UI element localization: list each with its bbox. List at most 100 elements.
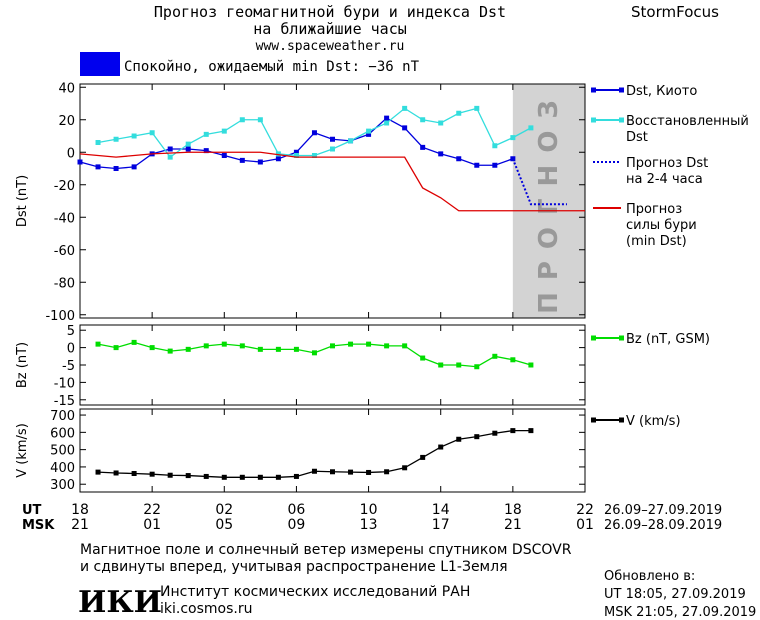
y-axis-title: V (km/s) [15,423,30,478]
point [366,131,372,137]
x-tick-label: 10 [360,502,378,518]
point [420,117,426,123]
point [167,348,173,354]
plot-frame [79,408,586,493]
point [131,133,137,139]
msk-tick-label: 01 [576,517,594,533]
y-tick-label: 0 [67,342,75,357]
y-tick-label: 0 [67,146,75,161]
x-tick-label: 22 [143,502,161,518]
y-tick-label: 500 [50,444,75,459]
msk-tick-label: 09 [288,517,306,533]
point [257,117,263,123]
legend-marker [619,87,624,93]
point [348,469,354,475]
legend-marker [619,117,624,123]
point [221,474,227,480]
shade-label: ПРОГНОЗ [533,88,563,314]
point [456,156,462,162]
point [402,343,408,349]
point [311,468,317,474]
point [185,473,191,479]
x-tick-label: 18 [71,502,89,518]
msk-tick-label: 21 [504,517,522,533]
ut-dates: 26.09–27.09.2019 [604,503,722,518]
forecast-shade [512,84,585,318]
y-tick-label: -100 [45,309,75,324]
brand: StormFocus [631,3,719,21]
legend-label: Bz (nT, GSM) [626,332,710,347]
point [330,343,335,349]
point [474,105,480,111]
title: Прогноз геомагнитной бури и индекса Dst н… [154,3,506,38]
point [113,136,119,142]
point [185,346,191,352]
point [456,436,462,442]
point [402,125,408,131]
x-tick-label: 02 [215,502,233,518]
msk-dates: 26.09–28.09.2019 [604,518,722,533]
point [474,434,480,440]
y-tick-label: -10 [54,376,75,391]
y-tick-label: 40 [58,81,75,96]
y-tick-label: -80 [54,276,75,291]
point [492,162,498,168]
point [474,364,480,370]
point [131,164,137,170]
legend-marker [591,117,596,123]
point [510,428,516,434]
point [257,159,263,165]
point [456,362,462,368]
point [275,474,281,480]
point [492,430,498,436]
msk-tick-label: 01 [143,517,161,533]
msk-tick-label: 21 [71,517,89,533]
point [203,148,209,154]
point [474,162,480,168]
msk-tick-label: 17 [432,517,450,533]
point [113,470,119,476]
point [131,339,137,345]
y-axis-title: Bz (nT) [15,342,30,388]
point [384,343,390,349]
point [185,141,191,147]
status: Спокойно, ожидаемый min Dst: −36 nT [124,59,420,75]
point [366,469,372,475]
series-line [511,158,567,206]
point [221,153,227,158]
institute: Институт космических исследований РАН [160,584,470,600]
y-tick-label: 5 [67,324,75,339]
point [402,105,408,111]
legend-marker [619,335,624,341]
point [257,346,263,352]
status-box [80,52,120,76]
point [438,120,444,126]
y-tick-label: 400 [50,461,75,476]
point [528,428,534,434]
point [420,144,426,150]
point [510,135,516,141]
note: Магнитное поле и солнечный ветер измерен… [80,542,572,575]
point [366,128,372,134]
site: iki.cosmos.ru [160,601,252,617]
legend-marker [619,417,624,423]
point [311,130,317,136]
point [311,350,317,356]
point [167,154,173,160]
point [510,357,516,363]
msk-tick-label: 13 [360,517,378,533]
y-tick-label: -5 [62,359,75,374]
point [167,472,173,478]
legend-marker [591,417,596,423]
point [293,153,299,158]
point [77,159,83,165]
legend-label: Прогноз силы бури (min Dst) [626,202,697,249]
point [402,465,408,471]
point [330,136,335,142]
x-tick-label: 14 [432,502,450,518]
point [528,125,534,131]
point [203,131,209,137]
point [438,362,444,368]
